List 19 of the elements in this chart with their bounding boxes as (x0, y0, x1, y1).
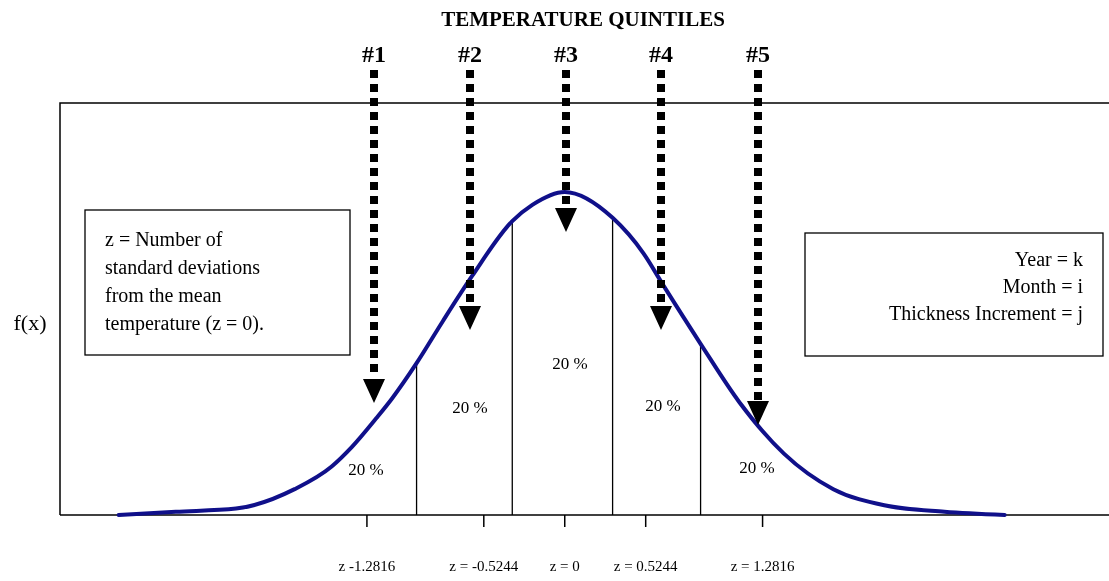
text: #2 (458, 41, 482, 67)
y-axis-title: f(x) (13, 310, 47, 335)
x-tick-label: z -1.2816 (338, 558, 396, 574)
annotation: 20 % (645, 396, 681, 415)
text: #4 (649, 41, 673, 67)
annotation: 20 % (552, 354, 588, 373)
annotation: 20 % (348, 460, 384, 479)
x-tick-label: z = 1.2816 (730, 558, 795, 574)
annotation: Year = k Month = i Thickness Increment = j (889, 248, 1084, 325)
text: #1 (362, 41, 386, 67)
x-tick-label: z = 0 (549, 558, 580, 574)
text: #3 (554, 41, 578, 67)
text: #5 (746, 41, 770, 67)
chart-title: TEMPERATURE QUINTILES (441, 7, 725, 31)
annotation: 20 % (452, 398, 488, 417)
x-tick-label: z = 0.5244 (613, 558, 679, 574)
x-tick-label: z = -0.5244 (449, 558, 519, 574)
annotation: z = Number of standard deviations from the mean temperature (z = 0). (105, 228, 264, 335)
annotation: 20 % (739, 458, 775, 477)
